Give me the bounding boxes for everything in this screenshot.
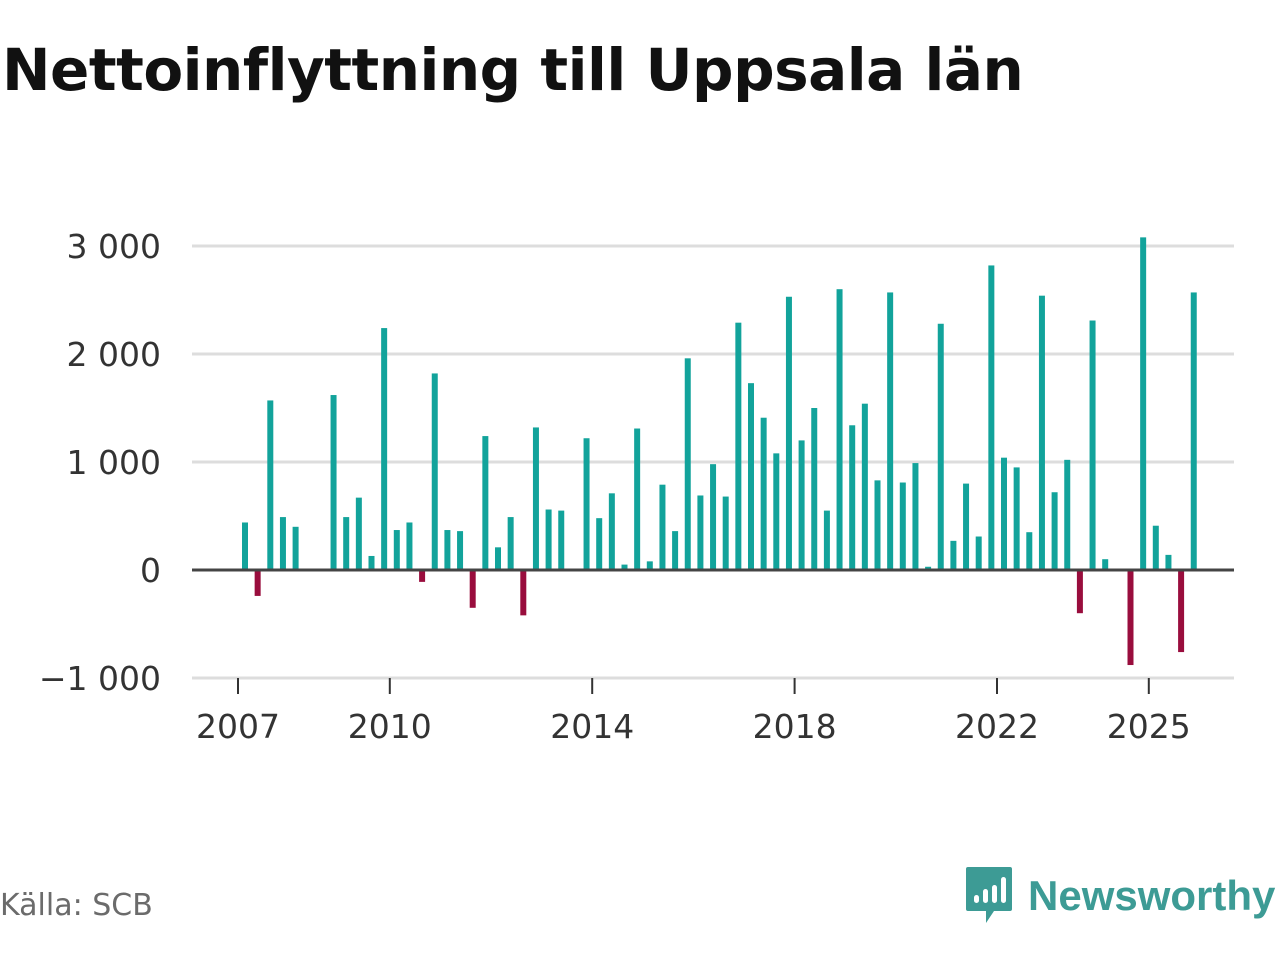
bar bbox=[1013, 467, 1020, 570]
y-tick-label: 3 000 bbox=[67, 227, 161, 266]
bar bbox=[1140, 237, 1147, 571]
bar bbox=[495, 547, 501, 570]
bar bbox=[672, 531, 679, 570]
bar bbox=[988, 265, 995, 570]
bar bbox=[583, 438, 590, 570]
bar bbox=[785, 296, 792, 570]
bar bbox=[558, 510, 565, 570]
bar bbox=[798, 440, 805, 570]
bar bbox=[925, 566, 932, 570]
x-tick-label: 2025 bbox=[1107, 707, 1191, 746]
bar bbox=[343, 517, 350, 570]
bar bbox=[963, 483, 970, 570]
bar bbox=[1001, 457, 1007, 570]
bar bbox=[975, 536, 982, 570]
bar bbox=[861, 403, 868, 570]
bar bbox=[1051, 492, 1058, 570]
bar bbox=[874, 480, 881, 570]
bar bbox=[419, 570, 426, 582]
bar bbox=[381, 328, 388, 570]
y-tick-label: −1 000 bbox=[39, 659, 161, 698]
y-tick-label: 0 bbox=[140, 551, 161, 590]
bar bbox=[596, 518, 603, 570]
bar bbox=[646, 561, 653, 570]
x-axis: 2007 2010 2014 2018 2022 2025 bbox=[192, 677, 1234, 746]
bar bbox=[621, 564, 628, 570]
bar bbox=[836, 289, 843, 570]
bar bbox=[1064, 459, 1071, 570]
bar bbox=[444, 530, 451, 570]
bar bbox=[1178, 570, 1185, 653]
bar bbox=[457, 531, 464, 570]
bar bbox=[520, 570, 527, 616]
bar bbox=[431, 373, 438, 570]
bar bbox=[1152, 525, 1159, 570]
bar bbox=[482, 436, 489, 570]
bar bbox=[710, 464, 717, 570]
bar bbox=[849, 425, 856, 570]
bar bbox=[659, 484, 666, 570]
bar bbox=[1127, 570, 1134, 666]
source-note: Källa: SCB bbox=[0, 888, 153, 923]
bar bbox=[887, 292, 894, 570]
bars bbox=[242, 237, 1197, 666]
bar bbox=[950, 540, 957, 570]
bar bbox=[1165, 554, 1172, 570]
brand-name: Newsworthy bbox=[1028, 872, 1276, 919]
bar bbox=[1190, 292, 1197, 570]
bar bbox=[608, 493, 615, 570]
bar bbox=[242, 522, 248, 570]
brand-logo[interactable]: Newsworthy bbox=[964, 864, 1275, 928]
y-tick-label: 1 000 bbox=[67, 443, 161, 482]
bar bbox=[330, 395, 337, 570]
bar bbox=[735, 322, 742, 570]
bar bbox=[292, 526, 299, 570]
bar bbox=[532, 427, 539, 570]
bar bbox=[1089, 320, 1096, 570]
bar bbox=[899, 482, 906, 570]
bar bbox=[684, 358, 691, 570]
bar bbox=[912, 463, 919, 570]
bar bbox=[634, 428, 641, 570]
x-tick-label: 2022 bbox=[955, 707, 1039, 746]
bar bbox=[368, 555, 375, 570]
bar bbox=[937, 323, 944, 570]
bar bbox=[697, 495, 704, 570]
bar bbox=[1076, 570, 1083, 614]
bar bbox=[722, 496, 729, 570]
bar bbox=[355, 497, 362, 570]
bar bbox=[469, 570, 476, 608]
x-tick-label: 2007 bbox=[196, 707, 280, 746]
bar bbox=[1102, 559, 1109, 570]
bar bbox=[760, 417, 767, 570]
bar bbox=[254, 570, 261, 596]
bar bbox=[279, 517, 286, 570]
newsworthy-logo-icon bbox=[966, 867, 1012, 923]
bar bbox=[1038, 295, 1045, 570]
bar bbox=[507, 517, 514, 570]
x-tick-label: 2010 bbox=[348, 707, 432, 746]
bar bbox=[267, 400, 274, 570]
bar bbox=[1026, 532, 1033, 570]
y-axis-labels: 3 000 2 000 1 000 0 −1 000 bbox=[39, 227, 161, 698]
y-tick-label: 2 000 bbox=[67, 335, 161, 374]
bar bbox=[393, 530, 400, 570]
bar bbox=[823, 510, 830, 570]
bar bbox=[545, 509, 552, 570]
x-tick-label: 2018 bbox=[753, 707, 837, 746]
bar bbox=[773, 453, 780, 570]
bar bbox=[811, 408, 818, 570]
x-tick-label: 2014 bbox=[550, 707, 634, 746]
bar bbox=[748, 383, 754, 570]
bar bbox=[406, 522, 413, 570]
chart-title: Nettoinflyttning till Uppsala län bbox=[2, 36, 1024, 104]
